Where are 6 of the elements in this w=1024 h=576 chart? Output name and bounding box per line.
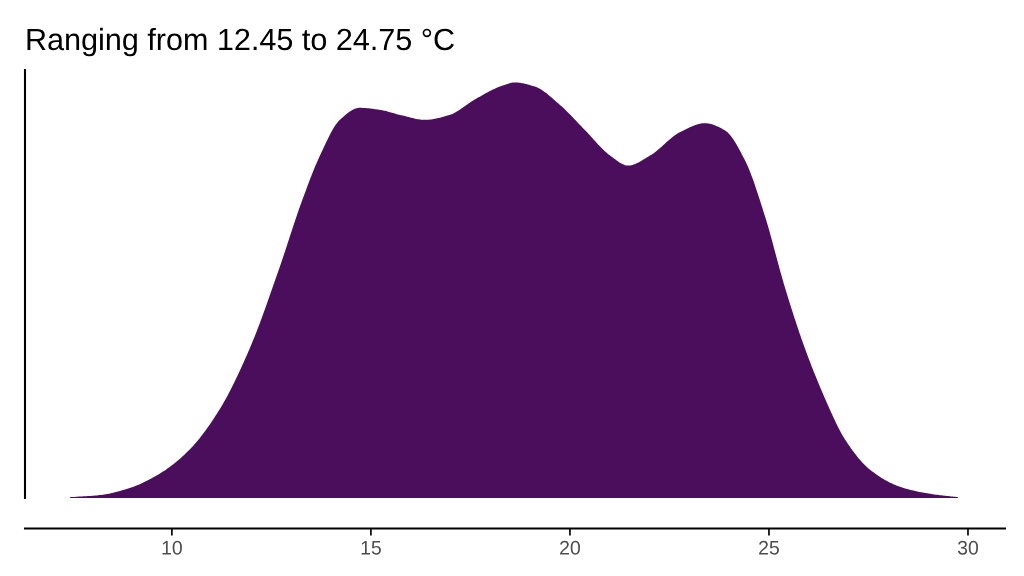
x-tick-label: 10 xyxy=(162,540,182,555)
x-tick-label: 15 xyxy=(361,541,381,555)
x-tick-label: 20 xyxy=(560,540,580,555)
chart-title: Ranging from 12.45 to 24.75 °C xyxy=(27,27,454,57)
x-tick-label: 30 xyxy=(957,540,979,555)
x-tick-label: 25 xyxy=(759,540,779,555)
